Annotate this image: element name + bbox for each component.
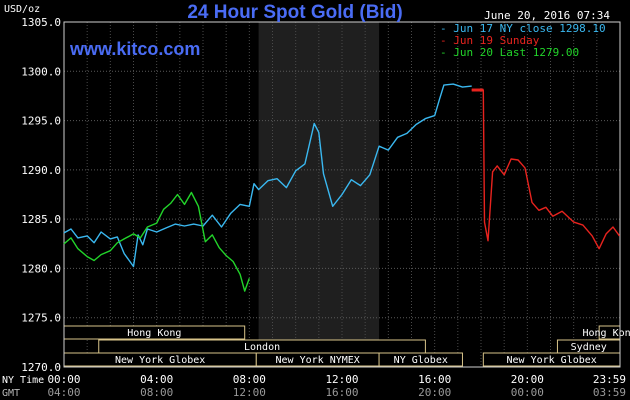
- source-watermark: www.kitco.com: [69, 39, 200, 59]
- y-tick-label-4: 1285.0: [21, 213, 61, 226]
- y-tick-label-5: 1280.0: [21, 262, 61, 275]
- price-series: [63, 83, 621, 292]
- x-tick-gmt-6: 03:59: [593, 386, 626, 399]
- session-label-1: Hong Kong: [582, 328, 630, 339]
- x-tick-gmt-5: 00:00: [511, 386, 544, 399]
- x-tick-gmt-4: 20:00: [418, 386, 451, 399]
- y-axis-unit-label: USD/oz: [4, 4, 40, 15]
- x-tick-ny-1: 04:00: [140, 373, 173, 386]
- x-tick-gmt-3: 16:00: [325, 386, 358, 399]
- x-tick-ny-4: 16:00: [418, 373, 451, 386]
- legend-entry-2: - Jun 20 Last 1279.00: [440, 46, 579, 59]
- session-box-6: [378, 352, 463, 367]
- y-tick-label-6: 1275.0: [21, 312, 61, 325]
- session-label-2: London: [244, 342, 280, 353]
- y-tick-label-2: 1295.0: [21, 115, 61, 128]
- series-line-2: [63, 191, 250, 292]
- legend-entry-1: - Jun 19 Sunday: [440, 34, 540, 47]
- x-tick-ny-3: 12:00: [325, 373, 358, 386]
- legend-entry-0: - Jun 17 NY close 1298.10: [440, 22, 606, 35]
- session-label-6: NY Globex: [394, 355, 448, 366]
- chart-legend: - Jun 17 NY close 1298.10- Jun 19 Sunday…: [440, 22, 606, 59]
- x-tick-gmt-0: 04:00: [47, 386, 80, 399]
- series-line-0: [63, 83, 472, 268]
- x-tick-gmt-1: 08:00: [140, 386, 173, 399]
- session-label-5: New York NYMEX: [276, 355, 360, 366]
- x-tick-ny-6: 23:59: [593, 373, 626, 386]
- series-line-1: [471, 89, 621, 250]
- y-tick-label-7: 1270.0: [21, 361, 61, 374]
- session-label-3: Sydney: [571, 342, 607, 353]
- y-tick-label-1: 1300.0: [21, 65, 61, 78]
- plot-frame: [63, 21, 621, 368]
- y-tick-label-0: 1305.0: [21, 16, 61, 29]
- y-axis-tick-labels: 1305.0 1300.0 1295.0 1290.0 1285.0 1280.0 1275…: [21, 16, 61, 374]
- x-axis-tick-labels: 00:0004:0004:0008:0008:0012:0012:0016:00…: [47, 373, 626, 399]
- x-axis-row-label-ny-time: NY Time: [2, 375, 44, 386]
- grid-lines: [64, 21, 620, 368]
- y-tick-label-3: 1290.0: [21, 164, 61, 177]
- x-tick-ny-0: 00:00: [47, 373, 80, 386]
- chart-timestamp: June 20, 2016 07:34: [484, 9, 610, 22]
- x-tick-gmt-2: 12:00: [233, 386, 266, 399]
- session-label-0: Hong Kong: [127, 328, 181, 339]
- session-label-7: New York Globex: [507, 355, 597, 366]
- x-tick-ny-2: 08:00: [233, 373, 266, 386]
- chart-title: 24 Hour Spot Gold (Bid): [187, 2, 402, 23]
- x-tick-ny-5: 20:00: [511, 373, 544, 386]
- session-label-4: New York Globex: [115, 355, 205, 366]
- x-axis-row-label-gmt: GMT: [2, 388, 20, 399]
